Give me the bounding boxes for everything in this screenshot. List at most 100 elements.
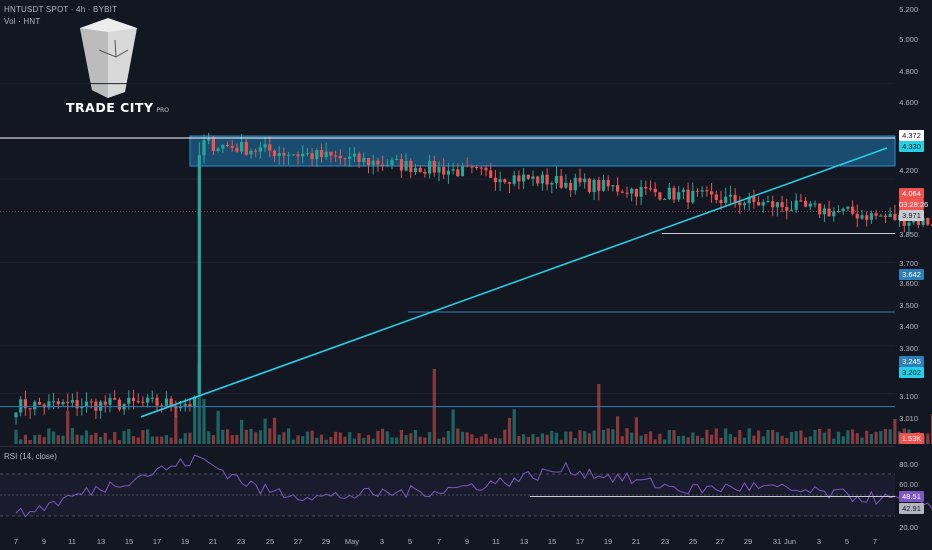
candle-body [23,399,27,409]
trendline-line [140,147,888,418]
candle-body [573,177,577,191]
candle-body [150,397,154,399]
volume-title[interactable]: Vol · HNT [4,17,41,26]
candle-body [277,153,281,157]
volume-bar [550,430,554,444]
volume-bar [301,436,305,444]
volume-bar [146,429,150,444]
candle-body [475,166,479,168]
candle-body [498,179,502,183]
time-tick-label: 9 [465,537,469,546]
candle-body [19,399,23,413]
volume-bar [329,437,333,444]
volume-bar [738,430,742,444]
candle-body [921,217,925,225]
price-tick-label: 5.000 [899,35,918,44]
volume-bar [705,429,709,444]
volume-bar [475,438,479,444]
time-tick-label: 29 [322,537,330,546]
volume-bar [404,435,408,444]
candle-body [578,177,582,183]
volume-bar [84,430,89,444]
candle-body [742,203,747,206]
volume-bar [611,429,615,444]
candle-body [512,175,516,184]
resistance-top-tag: 4.372 [899,130,924,141]
volume-bar [319,434,324,444]
rsi-title[interactable]: RSI (14, close) [4,452,57,461]
volume-bar [268,428,272,444]
candle-body [569,182,573,191]
volume-bar [888,429,892,444]
volume-bar [221,429,225,444]
candle-body [188,404,192,407]
volume-bar [587,433,591,444]
candle-body [249,150,253,155]
rsi-tick-label: 80.00 [899,460,918,469]
candle-body [616,185,620,192]
volume-bar [169,437,173,444]
volume-bar [470,434,474,444]
trendline[interactable] [140,147,888,418]
time-tick-label: 7 [873,537,877,546]
candle-body [780,202,784,208]
horizontal-levels [0,137,895,408]
volume-bar [827,428,831,444]
candle-body [235,147,239,152]
support-1-tag: 3.971 [899,210,924,221]
volume-bar [240,419,244,444]
candle-body [216,148,220,152]
candle-body [404,160,408,171]
volume-bar [188,432,192,444]
volume-bar [89,435,93,444]
volume-bar [846,430,850,444]
candle-body [272,150,277,157]
candle-body [52,401,56,403]
candle-body [399,159,403,171]
candle-body [907,222,911,226]
volume-bar [103,432,107,444]
rsi-value-tag: 48.51 [899,491,924,502]
volume-bar [460,431,465,444]
candle-body [230,146,234,148]
candle-body [221,144,225,149]
candle-body [531,176,535,179]
volume-bar [376,430,380,444]
candle-body [653,188,657,193]
candle-body [888,213,892,217]
candle-body [442,167,446,175]
time-tick-label: 31 [773,537,781,546]
time-tick-label: 21 [632,537,640,546]
candle-body [33,401,37,410]
candle-body [197,155,201,394]
candle-body [160,405,164,407]
candle-body [28,408,32,410]
volume-bar [14,429,18,444]
candle-body [70,400,74,403]
time-tick-label: 11 [492,537,500,546]
candle-body [108,398,112,405]
candle-body [319,150,324,157]
volume-bar [761,436,765,444]
volume-bar [291,439,295,444]
volume-bar [742,437,747,444]
volume-bar [836,431,841,444]
candle-body [310,153,314,160]
candle-body [263,144,267,148]
volume-bar [183,433,187,444]
candle-body [84,401,89,407]
volume-bar [771,429,775,444]
volume-bar [672,430,676,444]
price-tick-label: 3.850 [899,230,918,239]
candle-body [545,174,549,185]
candle-body [808,203,812,207]
candle-body [728,194,732,197]
price-tick-label: 4.800 [899,67,918,76]
candle-body [470,166,474,168]
time-tick-label: 9 [42,537,46,546]
candle-body [625,192,629,194]
symbol-title[interactable]: HNTUSDT SPOT · 4h · BYBIT [4,5,118,14]
volume-bar [865,430,869,444]
volume-bar [381,428,385,444]
